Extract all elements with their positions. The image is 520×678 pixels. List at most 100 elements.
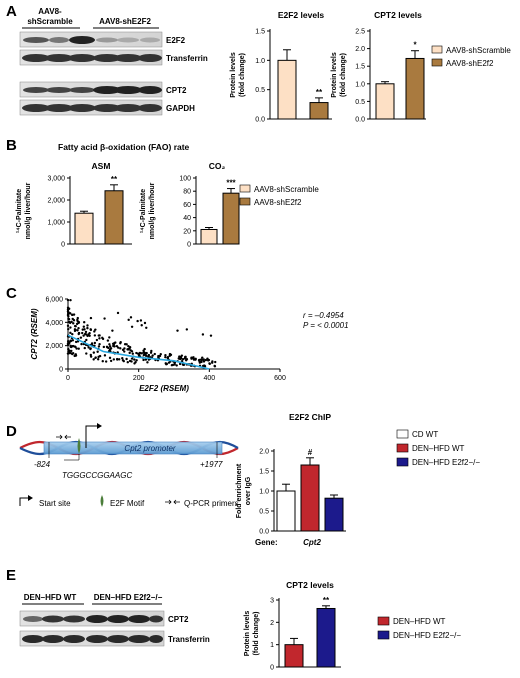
y-tick-label: 0 xyxy=(187,242,191,249)
promoter-diagram: Cpt2 promoter -824 +1977 TGGGCCGGAAGC St… xyxy=(19,423,239,508)
x-tick-label: 0 xyxy=(66,375,70,382)
data-point xyxy=(94,328,97,331)
y-axis-label: (fold change) xyxy=(239,53,246,97)
data-point xyxy=(145,326,148,329)
key-qpcr-primers: Q-PCR primers xyxy=(184,499,239,508)
data-point xyxy=(131,352,135,355)
y-axis-label: Protein levels xyxy=(331,52,338,98)
data-point xyxy=(136,352,140,355)
data-point xyxy=(76,316,79,320)
legend-e: DEN–HFD WT DEN–HFD E2f2−/− xyxy=(377,616,461,640)
y-tick-label: 0.5 xyxy=(259,509,269,516)
data-point xyxy=(69,326,72,329)
data-point xyxy=(142,358,145,362)
y-tick-label: 60 xyxy=(183,202,191,209)
data-point xyxy=(73,324,77,328)
data-point xyxy=(181,363,185,366)
y-axis-label: CPT2 (RSEM) xyxy=(30,308,39,359)
data-point xyxy=(119,341,122,344)
data-point xyxy=(67,347,70,351)
legend-d: CD WT DEN–HFD WT DEN–HFD E2f2−/− xyxy=(396,429,480,467)
data-point xyxy=(106,339,110,342)
data-point xyxy=(66,308,70,311)
blot-e-band-0: CPT2 xyxy=(168,615,189,624)
y-tick-label: 20 xyxy=(183,228,191,235)
data-point xyxy=(200,358,203,361)
significance-label: ** xyxy=(111,175,118,184)
legend-a-item-1: AAV8-shE2f2 xyxy=(446,59,494,68)
data-point xyxy=(178,362,182,366)
blot-e-band-1: Transferrin xyxy=(168,635,210,644)
data-point xyxy=(164,353,167,357)
data-point xyxy=(71,332,74,336)
data-point xyxy=(214,360,217,364)
data-point xyxy=(191,356,194,360)
data-point xyxy=(114,341,117,344)
bar xyxy=(375,83,395,120)
chart-scatter-cpt2-e2f2: 0 2,000 4,000 6,000 0 200 400 600 E2F2 (RSEM) CPT… xyxy=(30,297,286,394)
data-point xyxy=(72,319,76,322)
y-tick-label: 0 xyxy=(270,665,274,672)
data-point xyxy=(213,365,217,368)
blot-e-group1: DEN–HFD WT xyxy=(24,593,77,602)
data-point xyxy=(90,342,94,345)
data-point xyxy=(66,352,70,355)
data-point xyxy=(103,317,106,320)
y-tick-label: 2.5 xyxy=(355,29,365,36)
legend-e-item-0: DEN–HFD WT xyxy=(393,617,446,626)
data-point xyxy=(130,360,133,363)
chart-asm: 0 1,000 2,000 3,000 ASM ¹⁴C-Palmitate nmol/g l… xyxy=(16,161,132,249)
significance-label: *** xyxy=(226,179,236,188)
promoter-end: +1977 xyxy=(200,460,223,469)
data-point xyxy=(140,324,143,327)
y-tick-label: 2.0 xyxy=(355,46,365,53)
data-point xyxy=(67,315,70,318)
legend-e-item-1: DEN–HFD E2f2−/− xyxy=(393,631,461,640)
data-point xyxy=(127,344,130,348)
data-point xyxy=(66,324,70,328)
chart-title: CPT2 levels xyxy=(374,10,422,20)
data-point xyxy=(71,339,75,342)
y-tick-label: 1.5 xyxy=(255,29,265,36)
data-point xyxy=(209,334,213,337)
data-point xyxy=(149,351,153,354)
chart-title: ASM xyxy=(92,161,111,171)
significance-label: # xyxy=(308,448,313,457)
data-point xyxy=(104,360,108,363)
y-tick-label: 2 xyxy=(270,620,274,627)
data-point xyxy=(83,346,86,350)
correlation-p: P = < 0.0001 xyxy=(303,321,349,330)
gene-label: Gene: xyxy=(255,538,278,547)
data-point xyxy=(77,326,80,330)
key-e2f-motif: E2F Motif xyxy=(110,499,145,508)
y-tick-label: 0.5 xyxy=(355,99,365,106)
y-tick-label: 2.0 xyxy=(259,449,269,456)
panel-letter-b: B xyxy=(6,137,17,154)
data-point xyxy=(85,338,88,342)
y-axis-label: over IgG xyxy=(245,476,252,505)
blot-e-group2: DEN–HFD E2f2−/− xyxy=(94,593,163,602)
chart-title: CPT2 levels xyxy=(286,580,334,590)
data-point xyxy=(93,334,97,337)
correlation-r: r = –0.4954 xyxy=(303,311,344,320)
chart-co2: 0 20 40 60 80 100 CO₂ ¹⁴C-Palmitate nmol/g liver… xyxy=(140,161,240,249)
legend-b-item-0: AAV8-shScramble xyxy=(254,185,319,194)
bar xyxy=(104,190,124,245)
data-point xyxy=(77,347,80,350)
data-point xyxy=(79,336,83,339)
blot-a-band-0: E2F2 xyxy=(166,36,186,45)
data-point xyxy=(181,357,185,361)
data-point xyxy=(108,343,111,346)
data-point xyxy=(144,358,148,361)
data-point xyxy=(83,332,87,336)
data-point xyxy=(115,357,119,361)
x-tick-label: 400 xyxy=(203,375,215,382)
bar xyxy=(316,607,336,668)
legend-d-item-2: DEN–HFD E2f2−/− xyxy=(412,458,480,467)
data-point xyxy=(103,354,107,357)
data-point xyxy=(112,358,116,361)
data-point xyxy=(96,358,100,361)
data-point xyxy=(71,344,74,348)
chart-title: E2F2 ChIP xyxy=(289,412,331,422)
